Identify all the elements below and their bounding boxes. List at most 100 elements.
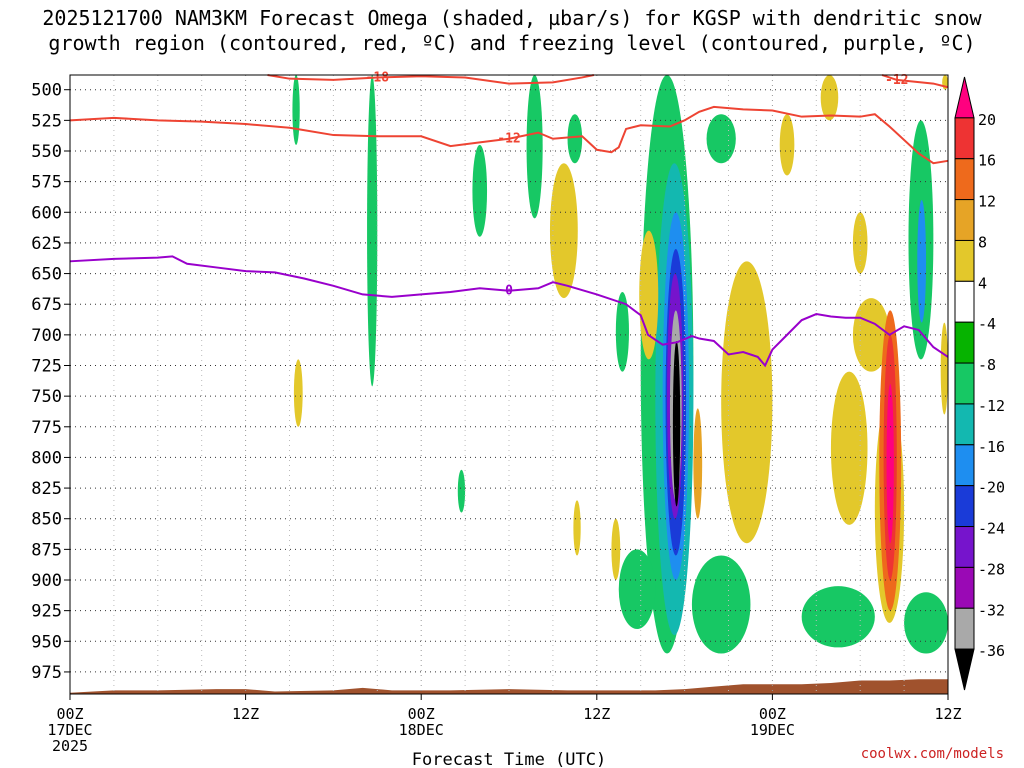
- x-tick-label-5-0: 12Z: [934, 705, 961, 723]
- omega-shaded-region-21: [639, 230, 659, 360]
- x-tick-label-4-1: 19DEC: [750, 721, 795, 739]
- colorbar-arrow-bottom: [954, 648, 975, 691]
- y-tick-label-700: 700: [31, 326, 62, 346]
- title-line-2: growth region (contoured, red, ºC) and f…: [48, 31, 976, 55]
- y-tick-label-600: 600: [31, 203, 62, 223]
- y-tick-label-850: 850: [31, 510, 62, 530]
- y-tick-label-900: 900: [31, 571, 62, 591]
- plot-frame: [69, 74, 949, 695]
- x-tick-label-0-1: 17DEC: [47, 721, 92, 739]
- colorbar-label-1: 20: [978, 111, 996, 129]
- omega-shaded-region-17: [672, 340, 681, 507]
- omega-shaded-region-1: [367, 75, 378, 387]
- colorbar-label-2: 16: [978, 152, 996, 170]
- colorbar-bin-10: [954, 485, 975, 528]
- colorbar-label-3: 12: [978, 193, 996, 211]
- omega-shaded-region-39: [904, 592, 948, 654]
- colorbar-bin-12: [954, 566, 975, 609]
- omega-shaded-region-34: [940, 322, 948, 415]
- y-tick-label-925: 925: [31, 602, 62, 622]
- colorbar-bin-1: [954, 117, 975, 160]
- contour-label-3: 0: [505, 284, 513, 299]
- y-tick-label-875: 875: [31, 540, 62, 560]
- x-tick-label-2-1: 18DEC: [399, 721, 444, 739]
- colorbar-bin-7: [954, 362, 975, 405]
- contour-layer: -18 -12 -12 0: [69, 70, 949, 368]
- colorbar-bin-11: [954, 526, 975, 568]
- shaded-omega-layer: [292, 75, 948, 654]
- omega-shaded-region-3: [567, 114, 583, 164]
- terrain-layer: [70, 679, 948, 694]
- y-tick-label-650: 650: [31, 265, 62, 285]
- omega-shaded-region-8: [573, 500, 581, 556]
- colorbar-arrow-top: [954, 76, 975, 119]
- x-tick-label-3-0: 12Z: [583, 705, 610, 723]
- colorbar-label-13: -32: [978, 601, 1005, 619]
- contour-line-2: [881, 74, 949, 89]
- colorbar: 20 16 12 8 4 -4 -8 -12 -16 -20 -24 -28 -32 -36: [954, 76, 1005, 691]
- omega-shaded-region-33: [917, 200, 927, 323]
- x-axis-label: Forecast Time (UTC): [412, 750, 606, 768]
- x-tick-label-0-2: 2025: [52, 737, 88, 755]
- omega-shaded-region-38: [801, 586, 875, 648]
- y-tick-label-500: 500: [31, 81, 62, 101]
- y-tick-label-550: 550: [31, 142, 62, 162]
- colorbar-bin-9: [954, 444, 975, 487]
- colorbar-bin-13: [954, 607, 975, 650]
- chart-title: 2025121700 NAM3KM Forecast Omega (shaded…: [0, 6, 1024, 56]
- contour-label-2: -12: [885, 73, 908, 88]
- y-tick-label-625: 625: [31, 234, 62, 254]
- x-tick-label-2-0: 00Z: [408, 705, 435, 723]
- contour-line-1: [69, 105, 949, 165]
- colorbar-label-6: -4: [978, 315, 996, 333]
- colorbar-label-14: -36: [978, 642, 1005, 660]
- contour-label-0: -18: [366, 70, 390, 85]
- y-tick-label-750: 750: [31, 387, 62, 407]
- y-tick-label-975: 975: [31, 663, 62, 683]
- y-tick-label-775: 775: [31, 418, 62, 438]
- omega-shaded-region-7: [293, 359, 303, 427]
- omega-shaded-region-22: [706, 114, 736, 164]
- title-line-1: 2025121700 NAM3KM Forecast Omega (shaded…: [42, 6, 982, 30]
- y-tick-label-825: 825: [31, 479, 62, 499]
- y-tick-label-575: 575: [31, 173, 62, 193]
- colorbar-label-12: -28: [978, 560, 1005, 578]
- y-tick-label-675: 675: [31, 295, 62, 315]
- omega-shaded-region-5: [457, 469, 466, 513]
- y-tick-label-525: 525: [31, 111, 62, 131]
- omega-shaded-region-27: [852, 298, 890, 372]
- x-tick-label-0-0: 00Z: [56, 705, 83, 723]
- colorbar-bin-6: [954, 321, 975, 364]
- credit-text: coolwx.com/models: [860, 746, 1004, 762]
- contour-label-1: -12: [497, 132, 520, 147]
- colorbar-label-9: -16: [978, 438, 1005, 456]
- colorbar-bin-3: [954, 199, 975, 241]
- omega-shaded-region-2: [526, 75, 543, 219]
- omega-shaded-region-6: [549, 163, 578, 299]
- colorbar-bin-8: [954, 403, 975, 446]
- colorbar-label-4: 8: [978, 233, 987, 251]
- omega-shaded-region-0: [292, 75, 300, 145]
- omega-shaded-region-23: [779, 114, 795, 176]
- omega-shaded-region-25: [830, 371, 868, 525]
- y-tick-label-725: 725: [31, 357, 62, 377]
- omega-shaded-region-19: [693, 408, 703, 519]
- axes-layer: 500 525 550 575 600 625 650 675 700 725 750 775 800 8…: [31, 81, 961, 755]
- colorbar-label-10: -20: [978, 479, 1005, 497]
- colorbar-label-11: -24: [978, 520, 1005, 538]
- colorbar-bin-4: [954, 239, 975, 282]
- colorbar-label-7: -8: [978, 356, 996, 374]
- omega-shaded-region-24: [820, 75, 839, 121]
- omega-shaded-region-31: [886, 383, 894, 544]
- y-tick-label-800: 800: [31, 448, 62, 468]
- colorbar-label-8: -12: [978, 397, 1005, 415]
- contour-line-0: [267, 74, 595, 85]
- colorbar-bin-2: [954, 158, 975, 201]
- grid-layer: [70, 75, 948, 694]
- omega-shaded-region-36: [618, 549, 656, 630]
- contour-line-3: [69, 255, 949, 368]
- omega-shaded-region-4: [472, 144, 488, 237]
- omega-shaded-region-18: [721, 261, 773, 544]
- colorbar-label-5: 4: [978, 274, 987, 292]
